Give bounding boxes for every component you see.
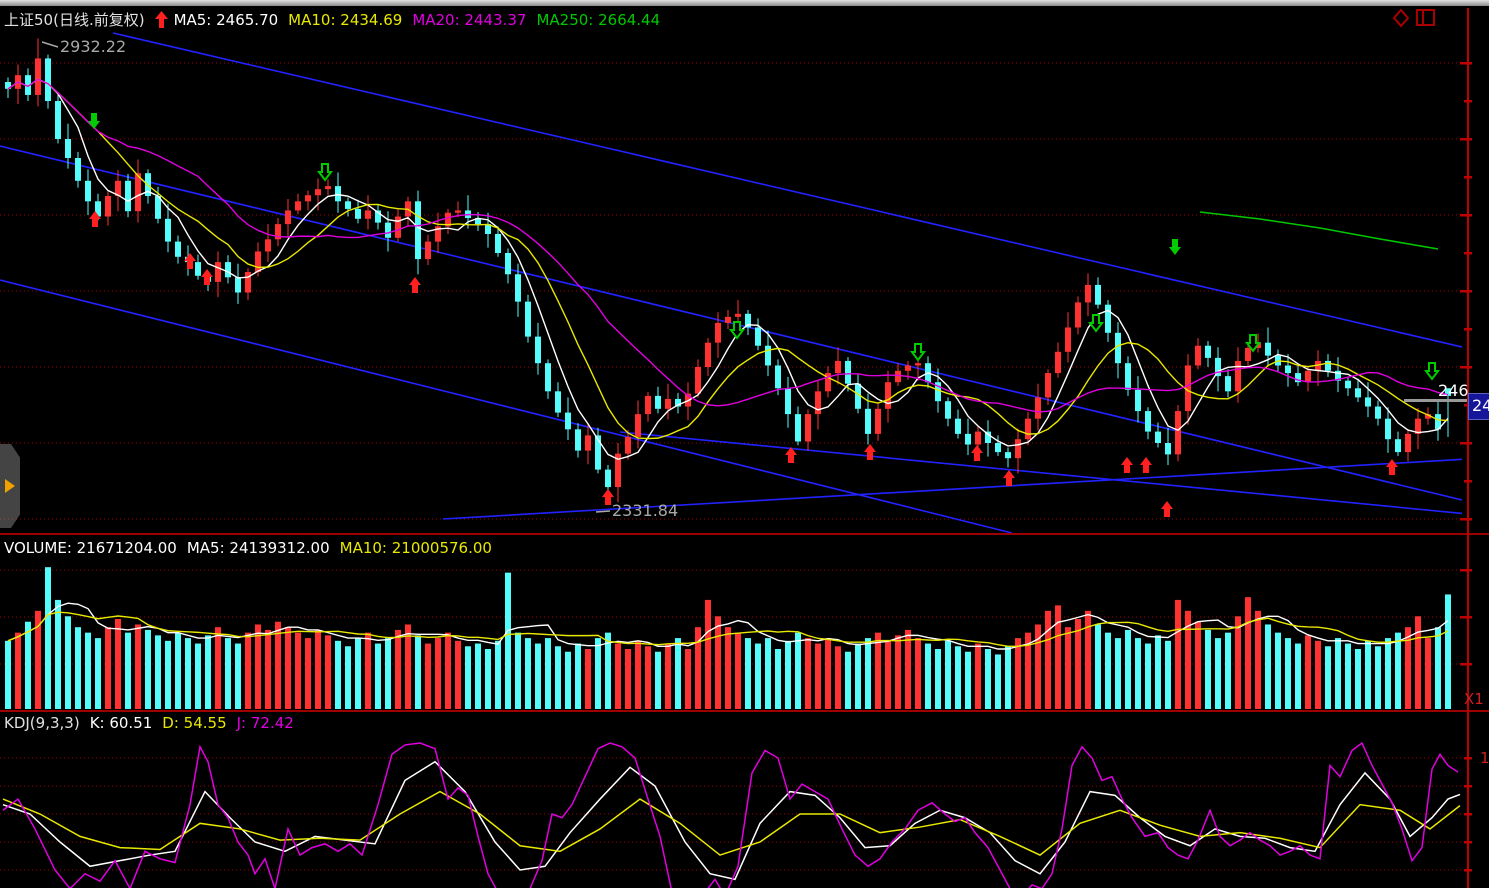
- last-price-label: 246: [1438, 381, 1469, 400]
- volume-panel: [0, 567, 1462, 709]
- legend-ma20: MA20: 2443.37: [412, 11, 527, 29]
- kdj-k-value: K: 60.51: [89, 714, 153, 732]
- expand-arrow-icon: [5, 479, 15, 493]
- instrument-title: 上证50(日线.前复权): [4, 11, 145, 29]
- volume-ma5: MA5: 24139312.00: [186, 539, 330, 557]
- main-price-panel: [0, 32, 1462, 533]
- chart-toolbar: [1392, 8, 1452, 30]
- kdj-axis-label: 1: [1480, 749, 1489, 767]
- split-window-icon[interactable]: [1415, 8, 1437, 28]
- kdj-panel: [0, 741, 1462, 888]
- legend-ma250: MA250: 2664.44: [536, 11, 661, 29]
- volume-legend: VOLUME: 21671204.00 MA5: 24139312.00 MA10:…: [4, 539, 502, 557]
- window-top-edge: [0, 0, 1489, 6]
- signal-arrows-group: [88, 113, 1440, 517]
- sidebar-expand-handle[interactable]: [0, 444, 20, 528]
- volume-ma10: MA10: 21000576.00: [339, 539, 492, 557]
- kdj-title: KDJ(9,3,3): [4, 714, 80, 732]
- kdj-legend: KDJ(9,3,3) K: 60.51 D: 54.55 J: 72.42: [4, 714, 304, 732]
- candles-group: [5, 38, 1451, 503]
- kdj-d-value: D: 54.55: [162, 714, 227, 732]
- buy-signal-arrow-icon: [154, 11, 168, 29]
- legend-ma5: MA5: 2465.70: [173, 11, 279, 29]
- volume-axis-multiplier-label: X1: [1464, 690, 1484, 708]
- legend-ma10: MA10: 2434.69: [288, 11, 403, 29]
- volume-value: VOLUME: 21671204.00: [4, 539, 177, 557]
- current-price-badge: 24: [1468, 393, 1489, 420]
- peak-price-label: 2932.22: [60, 37, 127, 56]
- kdj-j-value: J: 72.42: [236, 714, 294, 732]
- diamond-marker-icon[interactable]: [1392, 8, 1410, 28]
- main-chart-legend: 上证50(日线.前复权) MA5: 2465.70 MA10: 2434.69 MA2…: [4, 9, 670, 30]
- trough-price-label: 2331.84: [612, 501, 679, 520]
